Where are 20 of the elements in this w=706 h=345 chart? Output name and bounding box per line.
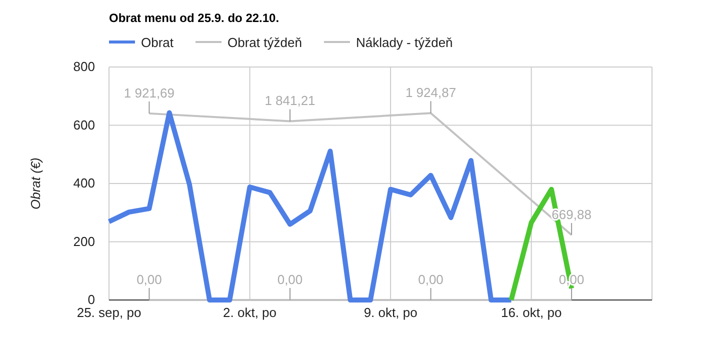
- legend-label: Náklady - týždeň: [356, 35, 453, 50]
- chart-title: Obrat menu od 25.9. do 22.10.: [109, 11, 280, 25]
- data-label: 0,00: [418, 272, 444, 287]
- y-tick-label: 200: [73, 234, 95, 249]
- y-tick-label: 400: [73, 176, 95, 191]
- y-tick-label: 0: [88, 292, 95, 308]
- data-label: 1 841,21: [264, 93, 316, 108]
- data-label: 1 924,87: [405, 85, 456, 100]
- legend-label: Obrat: [141, 35, 174, 50]
- x-tick-label: 2. okt, po: [223, 305, 277, 320]
- y-axis-title: Obrat (€): [28, 157, 43, 210]
- data-label: 1 921,69: [124, 85, 175, 100]
- y-tick-label: 600: [73, 117, 95, 132]
- x-tick-label: 25. sep, po: [76, 305, 142, 320]
- data-label: 0,00: [277, 272, 303, 287]
- y-tick-label: 800: [73, 59, 95, 74]
- legend-label: Obrat týždeň: [228, 35, 302, 50]
- x-tick-label: 9. okt, po: [364, 305, 418, 320]
- x-tick-label: 16. okt, po: [500, 305, 562, 320]
- data-label: 0,00: [136, 272, 162, 287]
